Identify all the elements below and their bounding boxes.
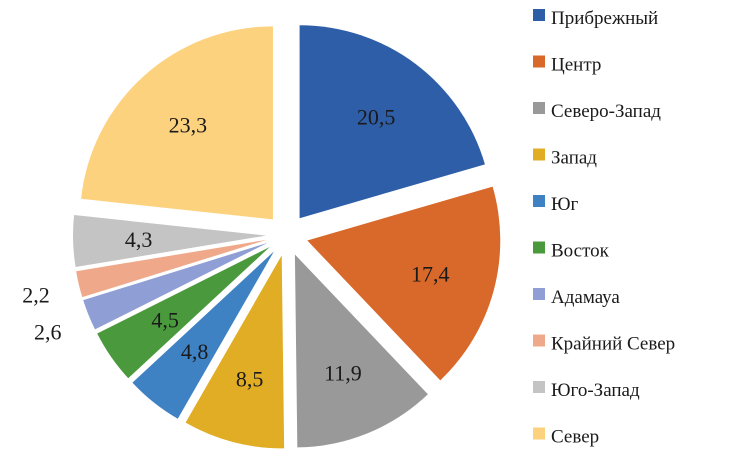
pie-slice-3: [294, 254, 428, 448]
legend-label-9: Юго-Запад: [551, 380, 640, 401]
legend-swatch-6: [533, 241, 545, 254]
pie-data-labels: 20,5 17,4 11,9 8,5 4,84,5 2,6 2,2 4,3 23,3: [22, 104, 449, 391]
chart-legend: Прибрежный Центр Северо-Запад Запад Юг Восток…: [533, 8, 675, 448]
legend-swatch-7: [533, 288, 545, 300]
legend-label-2: Центр: [551, 55, 601, 76]
pie-slice-2: [307, 186, 501, 381]
legend-label-1: Прибрежный: [551, 8, 658, 29]
legend-swatch-4: [533, 148, 545, 161]
legend-label-4: Запад: [551, 148, 597, 169]
data-label-10: 23,3: [169, 113, 208, 138]
pie-slice-5: [132, 251, 274, 419]
legend-label-6: Восток: [551, 241, 610, 262]
data-label-2: 17,4: [411, 262, 450, 287]
legend-swatch-2: [533, 55, 545, 68]
data-label-7: 2,6: [34, 319, 62, 344]
legend-swatch-1: [533, 9, 545, 21]
pie-slice-6: [97, 246, 270, 379]
legend-swatch-5: [533, 195, 545, 207]
data-label-3: 11,9: [324, 360, 362, 385]
pie-slice-1: [299, 25, 485, 219]
legend-label-7: Адамауа: [551, 287, 620, 308]
legend-label-3: Северо-Запад: [551, 101, 661, 122]
legend-swatch-8: [533, 334, 545, 347]
data-label-9: 4,3: [125, 227, 153, 252]
legend-label-5: Юг: [551, 194, 579, 215]
pie-slices: [73, 25, 501, 449]
pie-slice-7: [83, 242, 268, 330]
legend-label-8: Крайний Север: [551, 334, 675, 355]
data-label-6: 4,5: [151, 308, 179, 333]
data-label-8: 2,2: [22, 282, 50, 307]
legend-swatch-3: [533, 102, 545, 114]
pie-slice-10: [81, 26, 273, 220]
legend-swatch-9: [533, 381, 545, 393]
legend-swatch-10: [533, 427, 545, 440]
data-label-1: 20,5: [357, 104, 396, 129]
legend-label-10: Север: [551, 427, 599, 448]
data-label-4: 8,5: [236, 367, 264, 392]
pie-slice-8: [76, 239, 267, 298]
data-label-5: 4,8: [181, 339, 209, 364]
pie-slice-4: [185, 255, 285, 449]
pie-slice-9: [73, 215, 267, 267]
